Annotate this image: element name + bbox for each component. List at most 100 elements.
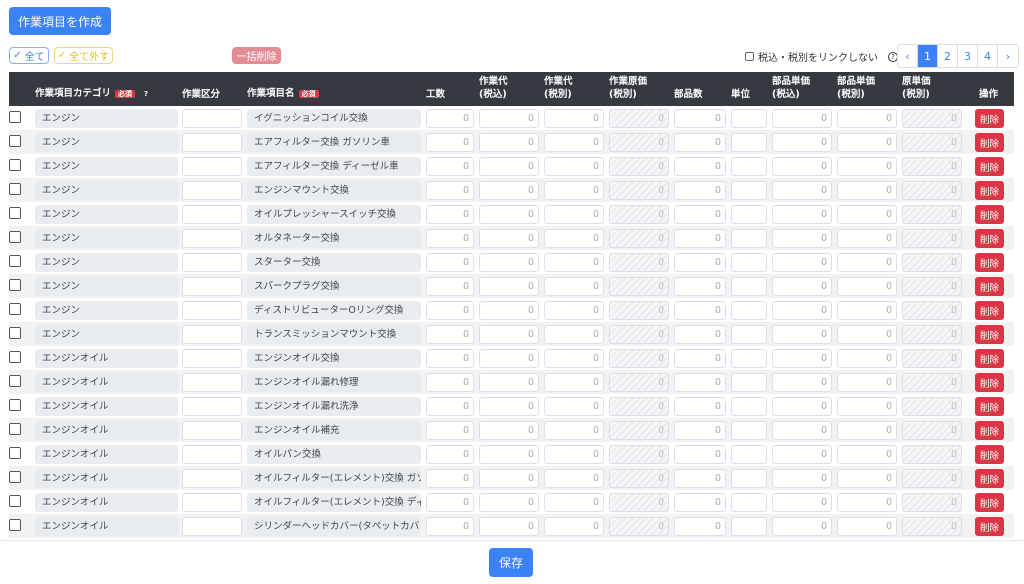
page-prev[interactable]: ‹ <box>898 45 918 67</box>
bulk-delete-button[interactable]: 一括削除 <box>232 47 281 64</box>
parts-price-excl-field[interactable]: 0 <box>837 373 897 392</box>
unit-field[interactable] <box>731 325 767 344</box>
unit-field[interactable] <box>731 205 767 224</box>
row-checkbox[interactable] <box>9 471 21 483</box>
item-name-field[interactable]: スパークプラグ交換 <box>247 277 421 296</box>
category-field[interactable]: エンジン <box>35 229 178 248</box>
row-checkbox[interactable] <box>9 495 21 507</box>
item-name-field[interactable]: オイルフィルター(エレメント)交換 ガソ <box>247 469 421 488</box>
kubun-field[interactable] <box>182 397 242 416</box>
category-field[interactable]: エンジン <box>35 157 178 176</box>
labor-excl-field[interactable]: 0 <box>544 349 604 368</box>
parts-price-incl-field[interactable]: 0 <box>772 109 832 128</box>
parts-price-excl-field[interactable]: 0 <box>837 349 897 368</box>
parts-qty-field[interactable]: 0 <box>674 493 726 512</box>
labor-incl-field[interactable]: 0 <box>479 205 539 224</box>
item-name-field[interactable]: ディストリビューターOリング交換 <box>247 301 421 320</box>
hours-field[interactable]: 0 <box>426 157 474 176</box>
hours-field[interactable]: 0 <box>426 277 474 296</box>
hours-field[interactable]: 0 <box>426 421 474 440</box>
help-icon[interactable]: ? <box>141 89 152 100</box>
row-checkbox[interactable] <box>9 111 21 123</box>
labor-incl-field[interactable]: 0 <box>479 349 539 368</box>
unit-field[interactable] <box>731 349 767 368</box>
parts-price-incl-field[interactable]: 0 <box>772 133 832 152</box>
row-checkbox[interactable] <box>9 183 21 195</box>
parts-price-excl-field[interactable]: 0 <box>837 133 897 152</box>
parts-qty-field[interactable]: 0 <box>674 301 726 320</box>
row-checkbox[interactable] <box>9 135 21 147</box>
labor-excl-field[interactable]: 0 <box>544 253 604 272</box>
labor-incl-field[interactable]: 0 <box>479 397 539 416</box>
labor-excl-field[interactable]: 0 <box>544 469 604 488</box>
row-checkbox[interactable] <box>9 423 21 435</box>
category-field[interactable]: エンジン <box>35 181 178 200</box>
labor-excl-field[interactable]: 0 <box>544 133 604 152</box>
parts-price-incl-field[interactable]: 0 <box>772 397 832 416</box>
labor-incl-field[interactable]: 0 <box>479 253 539 272</box>
category-field[interactable]: エンジンオイル <box>35 493 178 512</box>
labor-excl-field[interactable]: 0 <box>544 229 604 248</box>
hours-field[interactable]: 0 <box>426 517 474 536</box>
parts-qty-field[interactable]: 0 <box>674 253 726 272</box>
item-name-field[interactable]: エンジンオイル漏れ修理 <box>247 373 421 392</box>
labor-excl-field[interactable]: 0 <box>544 205 604 224</box>
labor-incl-field[interactable]: 0 <box>479 421 539 440</box>
page-1[interactable]: 1 <box>918 45 938 67</box>
category-field[interactable]: エンジンオイル <box>35 349 178 368</box>
parts-qty-field[interactable]: 0 <box>674 229 726 248</box>
delete-button[interactable]: 削除 <box>975 397 1004 416</box>
category-field[interactable]: エンジンオイル <box>35 469 178 488</box>
delete-button[interactable]: 削除 <box>975 493 1004 512</box>
delete-button[interactable]: 削除 <box>975 301 1004 320</box>
category-field[interactable]: エンジン <box>35 109 178 128</box>
unit-field[interactable] <box>731 421 767 440</box>
parts-qty-field[interactable]: 0 <box>674 325 726 344</box>
row-checkbox[interactable] <box>9 159 21 171</box>
labor-excl-field[interactable]: 0 <box>544 325 604 344</box>
link-tax-checkbox[interactable] <box>745 52 754 61</box>
parts-price-incl-field[interactable]: 0 <box>772 349 832 368</box>
category-field[interactable]: エンジン <box>35 133 178 152</box>
hours-field[interactable]: 0 <box>426 205 474 224</box>
parts-price-incl-field[interactable]: 0 <box>772 445 832 464</box>
parts-qty-field[interactable]: 0 <box>674 205 726 224</box>
parts-price-incl-field[interactable]: 0 <box>772 325 832 344</box>
row-checkbox[interactable] <box>9 351 21 363</box>
category-field[interactable]: エンジンオイル <box>35 421 178 440</box>
labor-incl-field[interactable]: 0 <box>479 229 539 248</box>
row-checkbox[interactable] <box>9 255 21 267</box>
item-name-field[interactable]: オイルパン交換 <box>247 445 421 464</box>
unit-field[interactable] <box>731 229 767 248</box>
labor-excl-field[interactable]: 0 <box>544 517 604 536</box>
labor-excl-field[interactable]: 0 <box>544 421 604 440</box>
category-field[interactable]: エンジンオイル <box>35 373 178 392</box>
parts-qty-field[interactable]: 0 <box>674 469 726 488</box>
delete-button[interactable]: 削除 <box>975 373 1004 392</box>
unit-field[interactable] <box>731 469 767 488</box>
item-name-field[interactable]: エンジンオイル交換 <box>247 349 421 368</box>
delete-button[interactable]: 削除 <box>975 253 1004 272</box>
unit-field[interactable] <box>731 445 767 464</box>
delete-button[interactable]: 削除 <box>975 277 1004 296</box>
item-name-field[interactable]: エンジンオイル漏れ洗浄 <box>247 397 421 416</box>
unit-field[interactable] <box>731 373 767 392</box>
kubun-field[interactable] <box>182 277 242 296</box>
unit-field[interactable] <box>731 301 767 320</box>
item-name-field[interactable]: オイルプレッシャースイッチ交換 <box>247 205 421 224</box>
hours-field[interactable]: 0 <box>426 397 474 416</box>
category-field[interactable]: エンジン <box>35 301 178 320</box>
item-name-field[interactable]: エアフィルター交換 ガソリン車 <box>247 133 421 152</box>
parts-price-incl-field[interactable]: 0 <box>772 157 832 176</box>
item-name-field[interactable]: イグニッションコイル交換 <box>247 109 421 128</box>
item-name-field[interactable]: トランスミッションマウント交換 <box>247 325 421 344</box>
save-button[interactable]: 保存 <box>489 548 533 577</box>
parts-price-excl-field[interactable]: 0 <box>837 445 897 464</box>
labor-excl-field[interactable]: 0 <box>544 445 604 464</box>
parts-price-incl-field[interactable]: 0 <box>772 517 832 536</box>
page-4[interactable]: 4 <box>978 45 998 67</box>
parts-price-incl-field[interactable]: 0 <box>772 493 832 512</box>
parts-price-incl-field[interactable]: 0 <box>772 253 832 272</box>
hours-field[interactable]: 0 <box>426 349 474 368</box>
hours-field[interactable]: 0 <box>426 301 474 320</box>
